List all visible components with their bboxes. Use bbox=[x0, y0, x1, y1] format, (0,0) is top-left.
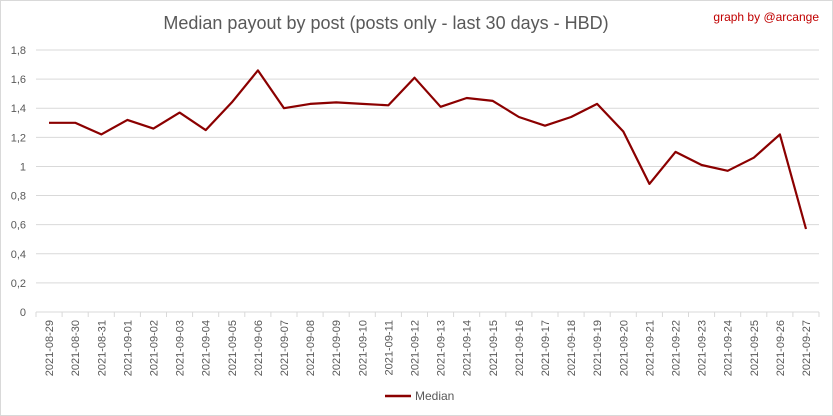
gridlines bbox=[36, 49, 819, 313]
y-tick-label: 1 bbox=[20, 161, 26, 173]
x-tick-label: 2021-09-27 bbox=[801, 320, 813, 376]
y-tick-label: 1,8 bbox=[11, 45, 26, 57]
series-layer bbox=[49, 69, 808, 230]
y-tick-label: 1,4 bbox=[11, 103, 26, 115]
x-tick-label: 2021-09-18 bbox=[566, 320, 578, 376]
y-tick-label: 0,4 bbox=[11, 249, 26, 261]
y-tick-label: 1,6 bbox=[11, 74, 26, 86]
y-tick-label: 0,6 bbox=[11, 220, 26, 232]
x-tick-label: 2021-09-15 bbox=[488, 320, 500, 376]
y-tick-label: 0 bbox=[20, 307, 26, 319]
x-tick-label: 2021-08-29 bbox=[44, 320, 56, 376]
x-tick-label: 2021-09-10 bbox=[357, 320, 369, 376]
x-tick-label: 2021-09-03 bbox=[175, 320, 187, 376]
x-tick-label: 2021-09-17 bbox=[540, 320, 552, 376]
x-tick-label: 2021-08-30 bbox=[70, 320, 82, 376]
x-tick-label: 2021-09-22 bbox=[670, 320, 682, 376]
x-tick-label: 2021-09-08 bbox=[305, 320, 317, 376]
x-tick-label: 2021-09-05 bbox=[227, 320, 239, 376]
x-tick-label: 2021-09-19 bbox=[592, 320, 604, 376]
y-tick-label: 0,8 bbox=[11, 191, 26, 203]
chart-credit: graph by @arcange bbox=[713, 10, 819, 24]
x-tick-label: 2021-09-07 bbox=[279, 320, 291, 376]
x-axis-ticks: 2021-08-29 2021-08-30 2021-08-31 2021-09-01… bbox=[35, 312, 820, 376]
y-tick-label: 1,2 bbox=[11, 132, 26, 144]
y-axis-ticks: 0 0,2 0,4 0,6 0,8 1 1,2 1,4 1,6 1,8 bbox=[11, 45, 26, 319]
y-tick-label: 0,2 bbox=[11, 278, 26, 290]
x-tick-label: 2021-09-25 bbox=[749, 320, 761, 376]
x-tick-label: 2021-09-20 bbox=[618, 320, 630, 376]
x-tick-label: 2021-09-23 bbox=[697, 320, 709, 376]
x-tick-label: 2021-09-12 bbox=[409, 320, 421, 376]
x-tick-label: 2021-08-31 bbox=[96, 320, 108, 376]
x-tick-label: 2021-09-16 bbox=[514, 320, 526, 376]
x-tick-label: 2021-09-21 bbox=[644, 320, 656, 376]
x-tick-label: 2021-09-02 bbox=[148, 320, 160, 376]
series-line-median bbox=[49, 69, 808, 230]
x-tick-label: 2021-09-04 bbox=[201, 320, 213, 376]
x-tick-label: 2021-09-01 bbox=[122, 320, 134, 376]
x-tick-label: 2021-09-11 bbox=[383, 320, 395, 375]
x-tick-label: 2021-09-06 bbox=[253, 320, 265, 376]
x-tick-label: 2021-09-14 bbox=[462, 320, 474, 376]
legend-label: Median bbox=[415, 389, 454, 403]
chart-title: Median payout by post (posts only - last… bbox=[163, 13, 608, 33]
legend: Median bbox=[385, 389, 454, 403]
x-tick-label: 2021-09-24 bbox=[723, 320, 735, 376]
x-tick-label: 2021-09-26 bbox=[775, 320, 787, 376]
x-tick-label: 2021-09-09 bbox=[331, 320, 343, 376]
x-tick-label: 2021-09-13 bbox=[436, 320, 448, 376]
